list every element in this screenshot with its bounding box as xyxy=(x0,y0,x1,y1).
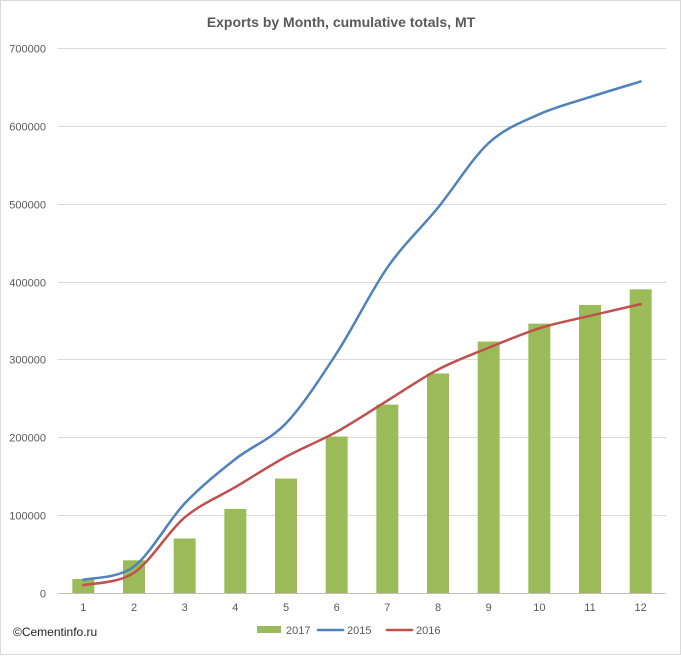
line-series-group xyxy=(82,80,642,587)
x-axis-ticks: 1 2 3 4 5 6 7 8 9 10 11 12 xyxy=(80,602,647,614)
line-series-2016 xyxy=(82,302,642,587)
legend-label-2017: 2017 xyxy=(286,625,310,637)
x-tick-label: 9 xyxy=(486,602,492,614)
bar-series-group xyxy=(72,289,652,593)
line-series-2015 xyxy=(82,80,642,582)
y-tick-label: 300000 xyxy=(9,355,46,367)
chart-title: Exports by Month, cumulative totals, MT xyxy=(207,14,476,30)
y-tick-label: 100000 xyxy=(9,511,46,523)
bar-2017-8 xyxy=(427,373,449,593)
x-tick-label: 2 xyxy=(131,602,137,614)
x-tick-label: 1 xyxy=(80,602,86,614)
legend-label-2015: 2015 xyxy=(347,625,371,637)
legend: 2017 2015 2016 xyxy=(257,625,440,637)
y-tick-label: 700000 xyxy=(9,44,46,56)
legend-label-2016: 2016 xyxy=(416,625,440,637)
x-tick-label: 7 xyxy=(384,602,390,614)
y-tick-label: 400000 xyxy=(9,278,46,290)
bar-2017-9 xyxy=(477,341,500,593)
legend-swatch-2017 xyxy=(257,626,281,633)
bar-2017-7 xyxy=(376,404,399,593)
x-tick-label: 5 xyxy=(283,602,289,614)
bar-2017-3 xyxy=(173,538,196,593)
bar-2017-5 xyxy=(275,478,297,593)
watermark: ©Cementinfo.ru xyxy=(13,625,97,639)
y-tick-label: 200000 xyxy=(9,433,46,445)
x-tick-label: 12 xyxy=(635,602,647,614)
bar-2017-6 xyxy=(325,436,348,593)
bar-2017-4 xyxy=(224,508,247,593)
bar-2017-10 xyxy=(528,323,551,593)
gridlines xyxy=(58,48,666,594)
x-tick-label: 3 xyxy=(182,602,188,614)
x-tick-label: 10 xyxy=(533,602,545,614)
x-tick-label: 8 xyxy=(435,602,441,614)
bar-2017-12 xyxy=(629,289,652,593)
y-axis-ticks: 0 100000 200000 300000 400000 500000 600000 700… xyxy=(9,44,46,601)
y-tick-label: 0 xyxy=(40,589,46,601)
y-tick-label: 500000 xyxy=(9,200,46,212)
bar-2017-11 xyxy=(579,304,601,593)
x-tick-label: 11 xyxy=(584,602,595,614)
x-tick-label: 4 xyxy=(232,602,238,614)
y-tick-label: 600000 xyxy=(9,122,46,134)
x-tick-label: 6 xyxy=(334,602,340,614)
